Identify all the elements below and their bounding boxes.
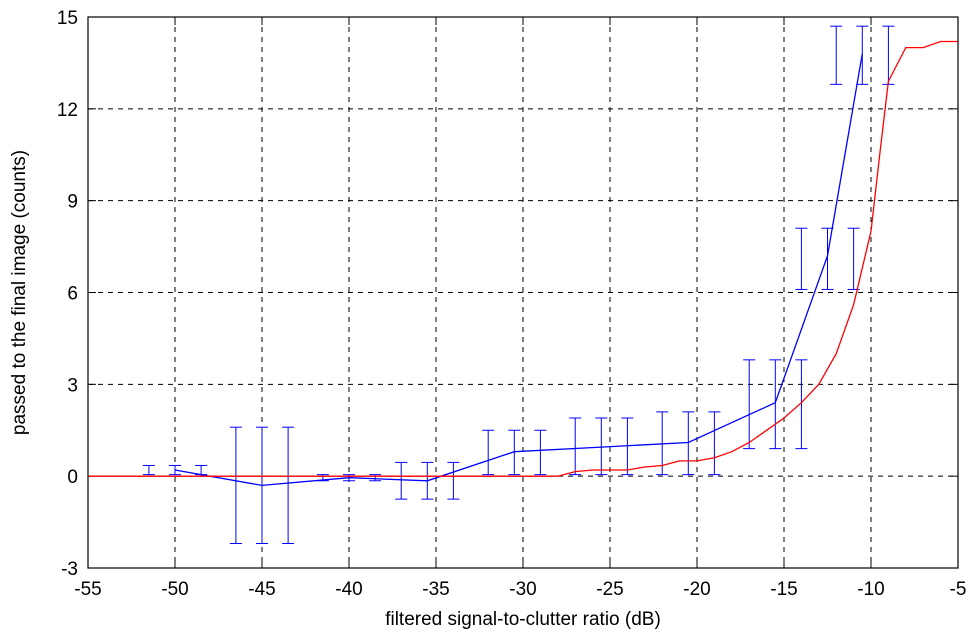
error-bar [743, 359, 756, 450]
x-axis-title: filtered signal-to-clutter ratio (dB) [385, 609, 661, 630]
x-tick-label: -10 [857, 579, 884, 600]
error-bar [142, 464, 155, 476]
error-bar [769, 359, 782, 450]
y-tick-label: 12 [57, 100, 78, 121]
y-tick-label: 9 [67, 192, 78, 213]
error-bar [882, 25, 895, 85]
plot-frame [87, 16, 959, 569]
error-bar [169, 464, 181, 476]
error-bar [569, 417, 582, 476]
error-bar [447, 461, 460, 500]
error-bar [195, 464, 208, 476]
error-bar [229, 426, 242, 545]
error-bar [282, 426, 295, 545]
x-tick-label: -55 [74, 579, 101, 600]
error-bar [534, 429, 547, 476]
error-bar [256, 426, 268, 545]
error-bar [508, 429, 521, 476]
ticks [87, 16, 959, 569]
grid [88, 17, 958, 568]
y-axis-title: passed to the final image (counts) [9, 150, 30, 435]
error-bar [847, 227, 860, 290]
error-bar [395, 461, 408, 500]
error-bar [421, 461, 434, 500]
y-tick-label: 3 [67, 375, 78, 396]
x-tick-label: -45 [248, 579, 275, 600]
tick-labels: -55 -50 -45 -40 -35 -30 -25 -20 -15 -10 -5-3036912… [57, 8, 967, 600]
x-tick-label: -30 [509, 579, 536, 600]
x-tick-label: -20 [683, 579, 710, 600]
x-tick-label: -25 [596, 579, 623, 600]
error-bar [795, 359, 808, 450]
error-bar [795, 227, 808, 290]
x-tick-label: -35 [422, 579, 449, 600]
x-tick-label: -5 [950, 579, 967, 600]
error-bar [621, 417, 634, 476]
y-tick-label: 0 [67, 467, 78, 488]
error-bar [821, 227, 834, 290]
x-tick-label: -15 [770, 579, 797, 600]
error-bar [595, 417, 608, 476]
error-bar [708, 411, 721, 476]
error-bar [656, 411, 669, 476]
error-bar [856, 25, 869, 85]
error-bar [482, 429, 495, 476]
series-line-1 [174, 53, 863, 487]
x-tick-label: -40 [335, 579, 362, 600]
error-bar [682, 411, 695, 476]
series [88, 25, 958, 545]
series-line-2 [88, 40, 958, 477]
error-bar [830, 25, 843, 85]
x-tick-label: -50 [161, 579, 188, 600]
y-tick-label: 15 [57, 8, 78, 29]
y-tick-label: 6 [67, 284, 78, 305]
y-tick-label: -3 [61, 559, 78, 580]
